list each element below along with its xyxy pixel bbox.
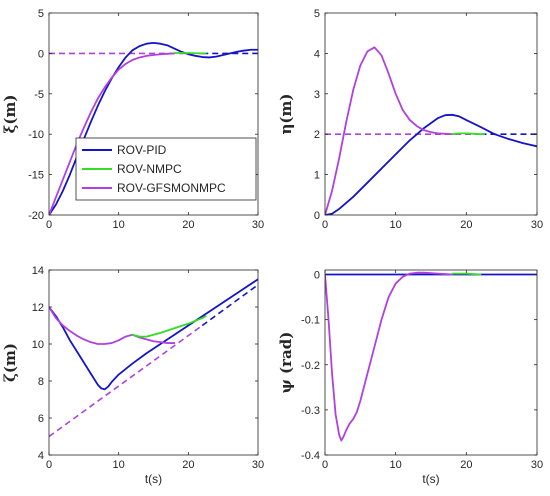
y-tick-label: 4: [38, 450, 44, 462]
y-tick-label: 0: [38, 48, 44, 60]
x-tick-label: 0: [46, 459, 52, 471]
plot-area: [49, 270, 258, 455]
y-tick-label: 2: [314, 129, 320, 141]
axes-box: [48, 269, 259, 456]
y-axis-label: ψ (rad): [277, 332, 295, 394]
axes-box: [324, 269, 538, 456]
x-tick-label: 30: [252, 219, 264, 231]
legend-label: ROV-NMPC: [117, 162, 182, 176]
y-tick-label: 14: [32, 265, 44, 277]
x-tick-label: 20: [182, 459, 194, 471]
y-tick-label: 0: [314, 270, 320, 282]
y-tick-label: -0.1: [301, 315, 320, 327]
y-tick-label: 10: [32, 339, 44, 351]
x-tick-label: 20: [182, 219, 194, 231]
x-tick-label: 10: [390, 459, 402, 471]
x-axis-label: t(s): [422, 472, 439, 486]
series-line-reference-blue: [201, 284, 258, 327]
x-tick-label: 20: [460, 219, 472, 231]
chart-panel-2: 0 10 20 30 0 1 2 3 4 5 η(m): [277, 8, 543, 231]
y-axis-label: ζ(m): [1, 343, 19, 382]
x-tick-label: 30: [531, 459, 543, 471]
series-line-rov-gfsmonmpc: [325, 46, 454, 215]
series-line-reference-purple: [49, 324, 203, 438]
x-tick-label: 10: [113, 219, 125, 231]
y-tick-label: -0.2: [301, 360, 320, 372]
y-tick-label: -15: [28, 170, 44, 182]
chart-panel-4: 0 10 20 30 -0.4 -0.3 -0.2 -0.1 0 ψ (rad) t(s): [277, 270, 543, 486]
series-line-rov-gfsmonmpc: [325, 271, 454, 442]
y-tick-label: -20: [28, 210, 44, 222]
y-axis-label: η(m): [277, 94, 295, 135]
x-tick-label: 0: [322, 219, 328, 231]
y-tick-label: 6: [38, 413, 44, 425]
x-tick-label: 30: [252, 459, 264, 471]
series-line-rov-gfsmonmpc: [49, 52, 176, 215]
x-tick-label: 30: [531, 219, 543, 231]
y-tick-label: -10: [28, 129, 44, 141]
y-tick-label: 1: [314, 170, 320, 182]
y-tick-label: 0: [314, 210, 320, 222]
y-tick-label: 8: [38, 376, 44, 388]
x-axis-label: t(s): [145, 472, 162, 486]
plot-area: [325, 13, 537, 215]
y-tick-label: 12: [32, 302, 44, 314]
x-tick-label: 0: [322, 459, 328, 471]
plot-area: [325, 270, 537, 455]
legend: ROV-PID ROV-NMPC ROV-GFSMONMPC: [75, 137, 257, 201]
x-tick-label: 10: [390, 219, 402, 231]
x-tick-label: 0: [46, 219, 52, 231]
series-line-rov-pid: [325, 113, 537, 215]
series-line-rov-nmpc: [451, 132, 485, 136]
chart-panel-1: 0 10 20 30-20-15-10-505ξ(m)ROV-PIDROV-NMPCR…: [1, 8, 264, 231]
y-tick-label: -5: [34, 89, 44, 101]
y-tick-label: 5: [314, 8, 320, 20]
y-tick-label: -0.4: [301, 450, 320, 462]
y-tick-label: 3: [314, 89, 320, 101]
x-tick-label: 20: [460, 459, 472, 471]
x-tick-label: 10: [113, 459, 125, 471]
axes-box: [324, 12, 538, 216]
y-tick-label: 4: [314, 48, 320, 60]
series-line-rov-gfsmonmpc: [49, 306, 176, 345]
series-line-rov-nmpc: [131, 315, 207, 338]
series-group: [325, 46, 537, 215]
series-line-rov-pid: [49, 278, 258, 391]
series-group: [325, 271, 537, 442]
legend-label: ROV-GFSMONMPC: [117, 181, 226, 195]
y-tick-label: -0.3: [301, 405, 320, 417]
series-group: [49, 278, 258, 438]
chart-panel-3: 0 10 20 30 4 6 8 10 12 14 ζ(m) t(s): [1, 265, 264, 486]
y-tick-label: 5: [38, 8, 44, 20]
legend-label: ROV-PID: [117, 143, 167, 157]
series-line-rov-nmpc: [451, 272, 482, 276]
axes-box: [48, 12, 259, 216]
y-axis-label: ξ(m): [1, 95, 19, 134]
